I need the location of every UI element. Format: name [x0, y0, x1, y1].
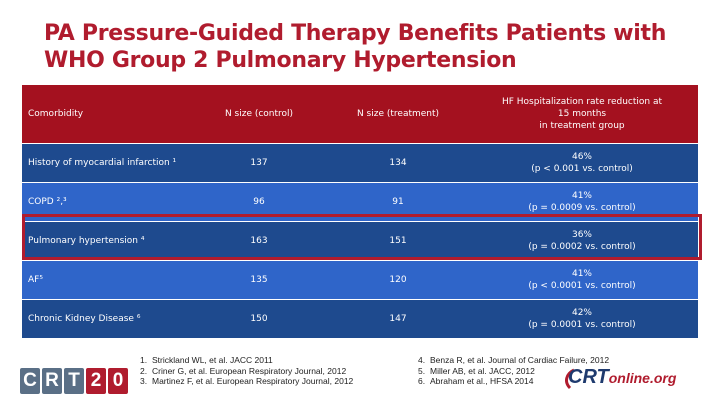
- crt20-logo-letter: R: [42, 368, 62, 394]
- header-hf-line-3: in treatment group: [539, 121, 625, 131]
- cell-n-treatment: 120: [330, 260, 466, 300]
- table-header-row: Comorbidity N size (control) N size (tre…: [22, 85, 698, 144]
- cell-n-treatment: 134: [330, 143, 466, 183]
- rate-percent: 42%: [571, 308, 592, 318]
- crtonline-swoosh-icon: [565, 368, 575, 390]
- crtonline-logo: CRTonline.org: [568, 366, 676, 389]
- table-row: History of myocardial infarction ¹ 137 1…: [22, 143, 698, 183]
- reference-item: 4. Benza R, et al. Journal of Cardiac Fai…: [418, 355, 610, 365]
- comorbidity-table: Comorbidity N size (control) N size (tre…: [22, 85, 698, 338]
- cell-n-control: 96: [188, 182, 330, 222]
- header-n-treatment: N size (treatment): [330, 85, 466, 144]
- rate-p-value: (p < 0.001 vs. control): [531, 164, 633, 174]
- rate-p-value: (p < 0.0001 vs. control): [528, 281, 636, 291]
- crt20-logo-letter: 0: [108, 368, 128, 394]
- header-hf-line-1: HF Hospitalization rate reduction at: [501, 97, 663, 107]
- cell-n-treatment: 151: [330, 221, 466, 261]
- cell-rate-reduction: 41% (p < 0.0001 vs. control): [466, 260, 698, 300]
- rate-percent: 41%: [571, 269, 592, 279]
- cell-comorbidity: Chronic Kidney Disease ⁶: [22, 299, 188, 338]
- cell-n-control: 135: [188, 260, 330, 300]
- slide-title-line-1: PA Pressure-Guided Therapy Benefits Pati…: [44, 21, 667, 46]
- cell-n-treatment: 147: [330, 299, 466, 338]
- reference-item: 3. Martinez F, et al. European Respirator…: [140, 376, 354, 386]
- rate-p-value: (p = 0.0009 vs. control): [528, 203, 636, 213]
- header-comorbidity: Comorbidity: [22, 85, 188, 144]
- table-row: Chronic Kidney Disease ⁶ 150 147 42% (p …: [22, 299, 698, 338]
- crt20-logo-letter: T: [64, 368, 84, 394]
- references-right: 4. Benza R, et al. Journal of Cardiac Fai…: [418, 355, 609, 387]
- cell-rate-reduction: 42% (p = 0.0001 vs. control): [466, 299, 698, 338]
- rate-percent: 36%: [571, 230, 592, 240]
- reference-item: 2. Criner G, et al. European Respiratory …: [140, 365, 347, 376]
- cell-comorbidity: Pulmonary hypertension ⁴: [22, 221, 188, 261]
- cell-n-control: 137: [188, 143, 330, 183]
- slide-title: PA Pressure-Guided Therapy Benefits Pati…: [44, 20, 684, 74]
- crt20-logo-letter: C: [20, 368, 40, 394]
- cell-n-treatment: 91: [330, 182, 466, 222]
- header-n-control: N size (control): [188, 85, 330, 144]
- crtonline-logo-online: online.org: [608, 370, 677, 386]
- reference-item: 1. Strickland WL, et al. JACC 2011: [140, 355, 273, 365]
- cell-n-control: 163: [188, 221, 330, 261]
- table-row: COPD ²,³ 96 91 41% (p = 0.0009 vs. contr…: [22, 182, 698, 222]
- header-hf-rate-reduction: HF Hospitalization rate reduction at 15 …: [466, 85, 698, 144]
- slide-title-line-2: WHO Group 2 Pulmonary Hypertension: [44, 48, 517, 73]
- rate-p-value: (p = 0.0002 vs. control): [528, 242, 636, 252]
- cell-rate-reduction: 41% (p = 0.0009 vs. control): [466, 182, 698, 222]
- reference-item: 6. Abraham et al., HFSA 2014: [418, 376, 534, 386]
- header-hf-line-2: 15 months: [557, 109, 607, 119]
- cell-comorbidity: AF⁵: [22, 260, 188, 300]
- reference-item: 5. Miller AB, et al. JACC, 2012: [418, 365, 535, 376]
- references-left: 1. Strickland WL, et al. JACC 2011 2. Crin…: [140, 355, 353, 387]
- cell-rate-reduction: 46% (p < 0.001 vs. control): [466, 143, 698, 183]
- cell-comorbidity: History of myocardial infarction ¹: [22, 143, 188, 183]
- cell-rate-reduction: 36% (p = 0.0002 vs. control): [466, 221, 698, 261]
- crt20-logo: C R T 2 0: [20, 368, 128, 394]
- rate-percent: 46%: [571, 152, 592, 162]
- table-row: Pulmonary hypertension ⁴ 163 151 36% (p …: [22, 221, 698, 261]
- crtonline-logo-crt: CRT: [568, 366, 609, 388]
- rate-percent: 41%: [571, 191, 592, 201]
- cell-n-control: 150: [188, 299, 330, 338]
- crt20-logo-letter: 2: [86, 368, 106, 394]
- rate-p-value: (p = 0.0001 vs. control): [528, 320, 636, 330]
- table-row: AF⁵ 135 120 41% (p < 0.0001 vs. control): [22, 260, 698, 300]
- cell-comorbidity: COPD ²,³: [22, 182, 188, 222]
